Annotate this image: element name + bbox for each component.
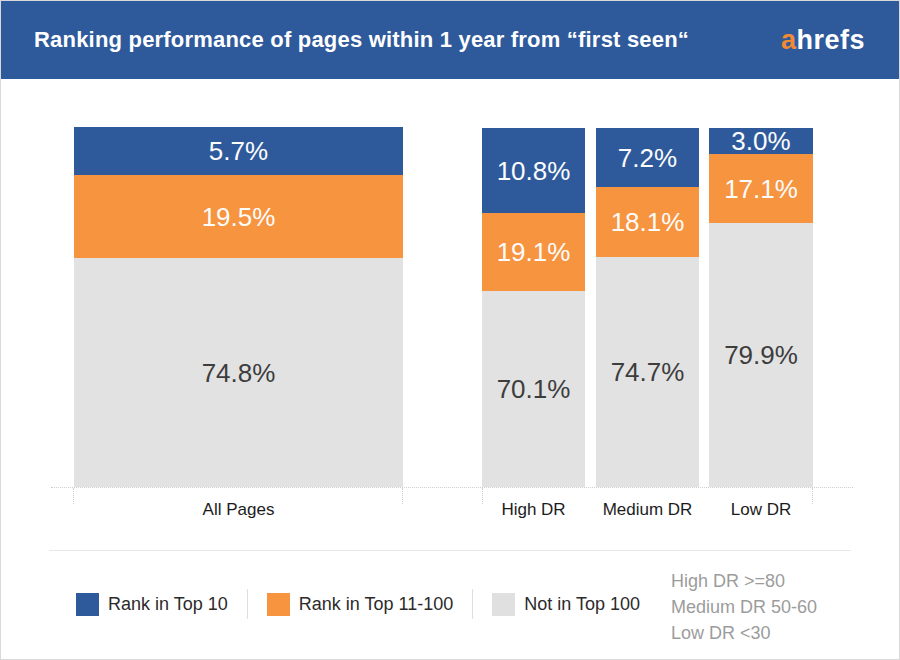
dr-notes: High DR >=80Medium DR 50-60Low DR <30	[671, 568, 817, 646]
page-title: Ranking performance of pages within 1 ye…	[34, 27, 689, 53]
segment-not-in-top-100: 74.8%	[74, 258, 403, 487]
value-label: 10.8%	[497, 158, 571, 184]
segment-rank-in-top-11-100: 19.1%	[482, 213, 585, 291]
value-label: 7.2%	[618, 145, 677, 171]
value-label: 70.1%	[497, 376, 571, 402]
value-label: 19.1%	[497, 239, 571, 265]
value-label: 19.5%	[202, 204, 276, 230]
value-label: 79.9%	[724, 342, 798, 368]
bar-low-dr: 3.0% 17.1% 79.9%	[709, 128, 813, 487]
legend-divider	[247, 589, 248, 619]
legend-item-rank-in-top-11-100: Rank in Top 11-100	[267, 593, 453, 616]
value-label: 5.7%	[209, 138, 268, 164]
dr-note-line: High DR >=80	[671, 568, 817, 594]
segment-not-in-top-100: 74.7%	[596, 257, 699, 487]
header-bar: Ranking performance of pages within 1 ye…	[1, 1, 899, 79]
category-label-low-dr: Low DR	[709, 500, 813, 520]
category-label-all-pages: All Pages	[74, 500, 403, 520]
ahrefs-logo: ahrefs	[781, 25, 865, 56]
legend-swatch-rank-in-top-10	[76, 593, 99, 616]
dr-note-line: Medium DR 50-60	[671, 594, 817, 620]
legend-divider	[472, 589, 473, 619]
value-label: 74.7%	[611, 359, 685, 385]
legend-swatch-rank-in-top-11-100	[267, 593, 290, 616]
footer-separator	[49, 550, 851, 551]
segment-not-in-top-100: 79.9%	[709, 223, 813, 487]
legend-label: Rank in Top 11-100	[299, 594, 453, 615]
segment-rank-in-top-10: 7.2%	[596, 128, 699, 187]
segment-not-in-top-100: 70.1%	[482, 291, 585, 487]
value-label: 3.0%	[731, 128, 790, 154]
legend-item-not-in-top-100: Not in Top 100	[492, 593, 640, 616]
bar-all-pages: 5.7% 19.5% 74.8%	[74, 127, 403, 487]
legend: Rank in Top 10 Rank in Top 11-100 Not in T…	[76, 589, 640, 619]
segment-rank-in-top-10: 10.8%	[482, 128, 585, 213]
legend-item-rank-in-top-10: Rank in Top 10	[76, 593, 228, 616]
segment-rank-in-top-10: 5.7%	[74, 127, 403, 175]
segment-rank-in-top-11-100: 17.1%	[709, 154, 813, 223]
category-label-high-dr: High DR	[482, 500, 585, 520]
value-label: 18.1%	[611, 209, 685, 235]
segment-rank-in-top-11-100: 18.1%	[596, 187, 699, 257]
legend-swatch-not-in-top-100	[492, 593, 515, 616]
logo-letter-a: a	[781, 25, 797, 55]
chart-card: Ranking performance of pages within 1 ye…	[0, 0, 900, 660]
x-axis-line	[51, 487, 853, 488]
bar-medium-dr: 7.2% 18.1% 74.7%	[596, 128, 699, 487]
bar-high-dr: 10.8% 19.1% 70.1%	[482, 128, 585, 487]
segment-rank-in-top-10: 3.0%	[709, 128, 813, 154]
value-label: 74.8%	[202, 360, 276, 386]
segment-rank-in-top-11-100: 19.5%	[74, 175, 403, 258]
category-label-medium-dr: Medium DR	[596, 500, 699, 520]
value-label: 17.1%	[724, 176, 798, 202]
legend-label: Not in Top 100	[524, 594, 640, 615]
logo-rest: hrefs	[796, 25, 865, 55]
legend-label: Rank in Top 10	[108, 594, 228, 615]
dr-note-line: Low DR <30	[671, 620, 817, 646]
